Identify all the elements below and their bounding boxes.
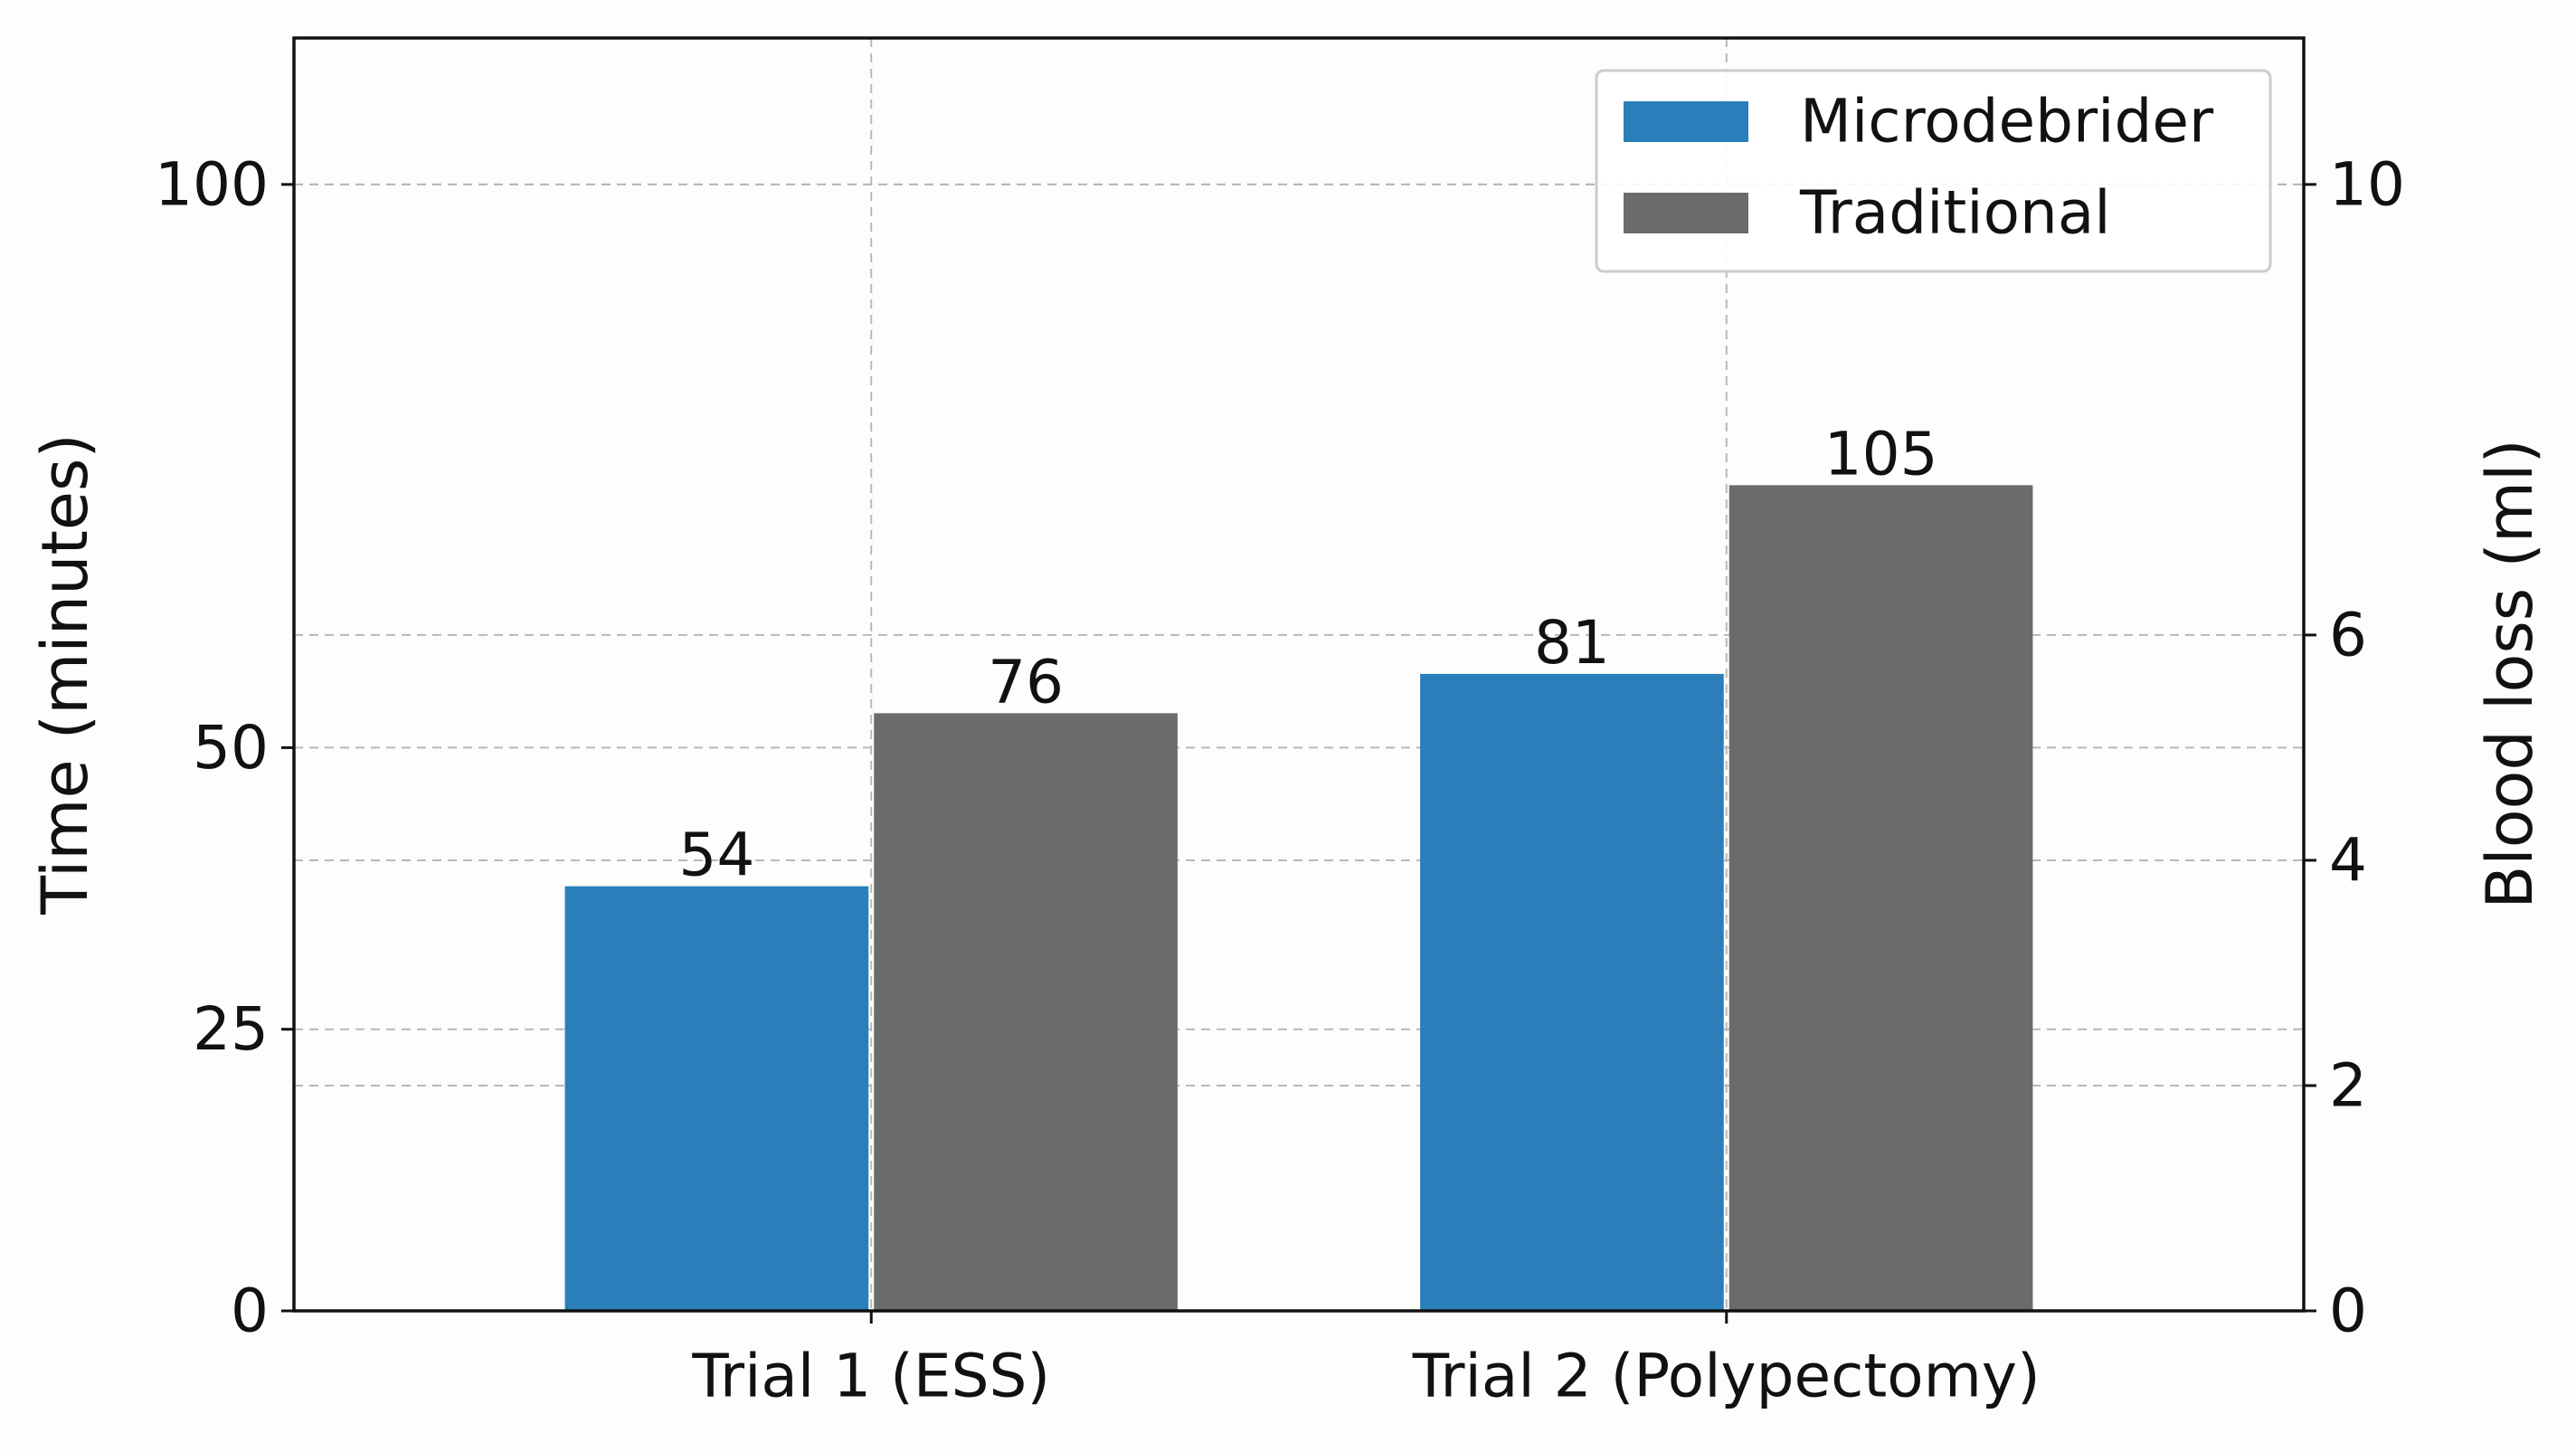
- bar-microdebrider-1: [1420, 673, 1724, 1311]
- right-tick-label: 4: [2329, 825, 2367, 895]
- axes: [292, 36, 2306, 1313]
- bar-traditional-0: [874, 713, 1178, 1311]
- bar-value-label: 105: [1824, 419, 1938, 489]
- x-tick-label: Trial 1 (ESS): [691, 1342, 1050, 1411]
- right-tick-label: 2: [2329, 1050, 2367, 1120]
- x-axis-ticks: Trial 1 (ESS) Trial 2 (Polypectomy): [691, 1311, 2041, 1411]
- bar-value-label: 81: [1534, 608, 1610, 678]
- legend-swatch-traditional: [1624, 193, 1748, 233]
- y-axis-title: Time (minutes): [28, 433, 102, 916]
- bar-traditional-1: [1728, 485, 2033, 1311]
- left-tick-label: 25: [193, 994, 269, 1064]
- left-tick-label: 0: [231, 1276, 269, 1346]
- bars: [564, 485, 2033, 1311]
- bar-value-labels: 54 81 76 105: [678, 419, 1937, 889]
- legend-label-microdebrider: Microdebrider: [1800, 87, 2214, 157]
- right-tick-label: 0: [2329, 1276, 2367, 1346]
- right-axis-ticks: 0 2 4 6 10: [2304, 149, 2405, 1346]
- left-axis-ticks: 0 25 50 100: [155, 149, 294, 1346]
- legend-box: [1595, 69, 2272, 273]
- legend-label-traditional: Traditional: [1799, 178, 2111, 248]
- x-tick-label: Trial 2 (Polypectomy): [1412, 1342, 2041, 1411]
- bar-value-label: 76: [988, 647, 1064, 717]
- right-tick-label: 10: [2329, 149, 2405, 219]
- legend-swatch-microdebrider: [1624, 101, 1748, 142]
- plot-frame: [292, 36, 2306, 1313]
- left-tick-label: 50: [193, 713, 269, 783]
- bar-value-label: 54: [678, 821, 754, 890]
- grid-lines: [294, 38, 2304, 1311]
- left-tick-label: 100: [155, 149, 269, 219]
- legend: Microdebrider Traditional: [1595, 69, 2272, 273]
- y2-axis-title: Blood loss (ml): [2473, 439, 2547, 909]
- bar-microdebrider-0: [564, 886, 869, 1311]
- right-tick-label: 6: [2329, 600, 2367, 669]
